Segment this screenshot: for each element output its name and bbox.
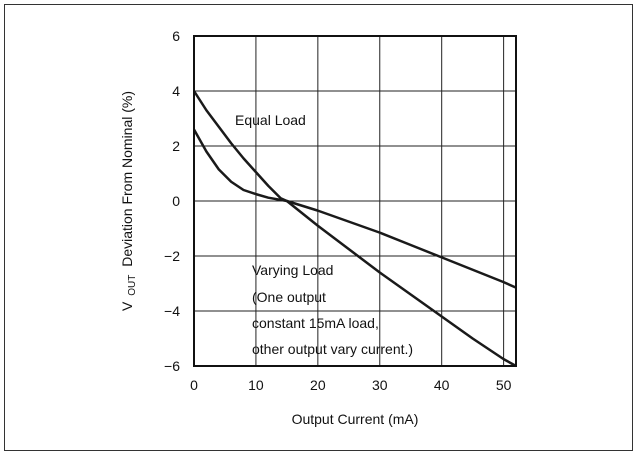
y-axis-label-v: V bbox=[119, 301, 135, 311]
annotation-varying-load: Varying Load (One output constant 15mA l… bbox=[252, 262, 413, 357]
annotation-equal-load: Equal Load bbox=[235, 112, 306, 128]
y-axis-label: V OUT Deviation From Nominal (%) bbox=[119, 91, 138, 311]
annotation-varying-line-4: other output vary current.) bbox=[252, 341, 413, 357]
x-tick-label: 50 bbox=[496, 377, 512, 393]
x-tick-label: 30 bbox=[372, 377, 388, 393]
y-tick-label: 6 bbox=[172, 28, 180, 44]
y-tick-label: −4 bbox=[164, 303, 180, 319]
x-tick-label: 10 bbox=[248, 377, 264, 393]
annotation-varying-line-1: Varying Load bbox=[252, 262, 333, 278]
y-tick-label: 0 bbox=[172, 193, 180, 209]
annotation-varying-line-3: constant 15mA load, bbox=[252, 315, 379, 331]
y-tick-label: 2 bbox=[172, 138, 180, 154]
x-tick-label: 20 bbox=[310, 377, 326, 393]
y-tick-label: 4 bbox=[172, 83, 180, 99]
y-tick-label: −6 bbox=[164, 358, 180, 374]
series-line-varying-load bbox=[194, 130, 516, 288]
x-tick-label: 40 bbox=[434, 377, 450, 393]
y-axis-label-sub: OUT bbox=[127, 275, 138, 296]
x-tick-labels: 0 10 20 30 40 50 bbox=[190, 377, 512, 393]
x-axis-label: Output Current (mA) bbox=[292, 411, 419, 427]
y-tick-label: −2 bbox=[164, 248, 180, 264]
y-axis-label-rest: Deviation From Nominal (%) bbox=[119, 91, 135, 267]
annotation-varying-line-2: (One output bbox=[252, 289, 326, 305]
x-tick-label: 0 bbox=[190, 377, 198, 393]
y-tick-labels: 6 4 2 0 −2 −4 −6 bbox=[164, 28, 180, 374]
